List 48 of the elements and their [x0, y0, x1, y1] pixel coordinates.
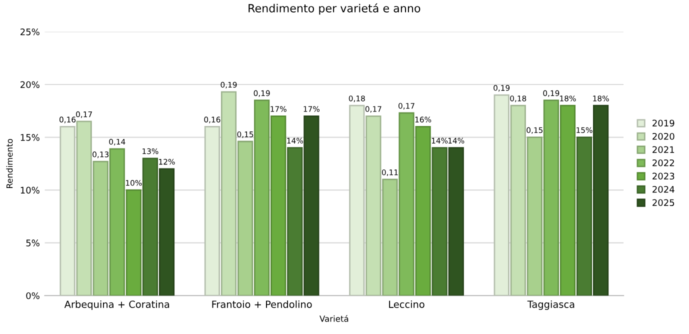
bar [593, 104, 609, 296]
bar [398, 112, 414, 296]
y-tick-label: 0% [26, 292, 40, 300]
legend-label: 2025 [652, 199, 674, 206]
bar [220, 91, 237, 296]
y-tick-label: 5% [26, 240, 40, 246]
y-tick-label: 25% [20, 28, 40, 36]
bar [526, 136, 542, 296]
bar [126, 189, 142, 296]
legend-label: 2019 [652, 120, 674, 127]
legend-label: 2022 [652, 159, 674, 166]
bar [382, 178, 398, 296]
bar [270, 115, 286, 296]
bar [287, 147, 303, 296]
legend-label: 2023 [652, 172, 674, 180]
bar [543, 100, 560, 296]
legend-label: 2024 [652, 186, 674, 193]
bar [60, 126, 76, 296]
bar [448, 147, 464, 296]
bar [366, 115, 382, 296]
bar [560, 104, 576, 296]
bar [304, 115, 320, 296]
bar [576, 136, 592, 296]
bar [254, 100, 270, 296]
bar [204, 126, 220, 296]
y-tick-label: 10% [20, 186, 40, 194]
bar [237, 140, 254, 296]
y-tick-label: 15% [20, 134, 40, 141]
x-tick-label: Leccino [389, 300, 424, 308]
x-tick-label: Arbequina + Coratina [64, 300, 170, 310]
bar [109, 148, 125, 296]
x-tick-label: Frantoio + Pendolino [212, 300, 312, 308]
bar [432, 147, 448, 296]
bar [142, 158, 158, 296]
x-axis-title: Varietá [320, 315, 348, 322]
bar [510, 104, 526, 296]
bar [349, 104, 365, 296]
legend-label: 2021 [652, 146, 674, 154]
bar [92, 160, 108, 296]
bar [494, 94, 510, 296]
y-tick-label: 20% [20, 81, 40, 88]
y-axis-title: Rendimento [6, 138, 13, 188]
bar [76, 120, 92, 296]
bar [415, 126, 431, 296]
bar [158, 168, 175, 296]
x-tick-label: Taggiasca [527, 300, 574, 310]
chart-title: Rendimento per varietá e anno [248, 3, 420, 15]
legend-label: 2020 [652, 132, 674, 140]
